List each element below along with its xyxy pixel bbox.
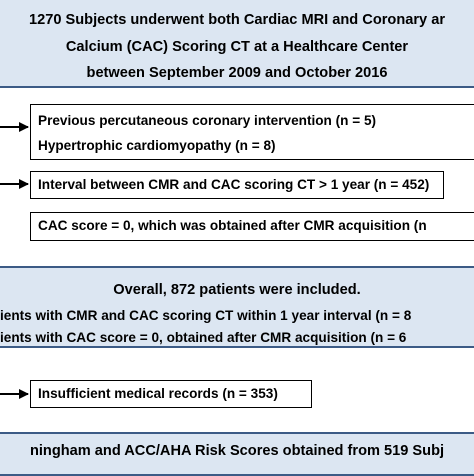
included-title: Overall, 872 patients were included. (113, 282, 361, 298)
enrollment-box: 1270 Subjects underwent both Cardiac MRI… (0, 0, 474, 88)
exclusion-2-text: Interval between CMR and CAC scoring CT … (38, 177, 430, 192)
included-box: Overall, 872 patients were included. ien… (0, 266, 474, 348)
exclusion-1-line-2: Hypertrophic cardiomyopathy (n = 8) (38, 138, 276, 153)
exclusion-box-4: Insufficient medical records (n = 353) (30, 380, 312, 408)
included-line-1: ients with CMR and CAC scoring CT within… (0, 308, 412, 323)
risk-score-text: ningham and ACC/AHA Risk Scores obtained… (29, 443, 445, 459)
exclusion-3-text: CAC score = 0, which was obtained after … (38, 218, 427, 233)
exclusion-box-1: Previous percutaneous coronary intervent… (30, 104, 474, 160)
enrollment-line-1: 1270 Subjects underwent both Cardiac MRI… (28, 12, 445, 28)
exclusion-box-3: CAC score = 0, which was obtained after … (30, 212, 474, 241)
enrollment-line-3: between September 2009 and October 2016 (86, 65, 388, 81)
exclusion-1-line-1: Previous percutaneous coronary intervent… (38, 113, 377, 128)
exclusion-box-2: Interval between CMR and CAC scoring CT … (30, 171, 444, 199)
enrollment-line-2: Calcium (CAC) Scoring CT at a Healthcare… (65, 39, 409, 55)
risk-score-box: ningham and ACC/AHA Risk Scores obtained… (0, 432, 474, 476)
included-line-2: ients with CAC score = 0, obtained after… (0, 330, 407, 345)
exclusion-4-text: Insufficient medical records (n = 353) (38, 386, 278, 401)
